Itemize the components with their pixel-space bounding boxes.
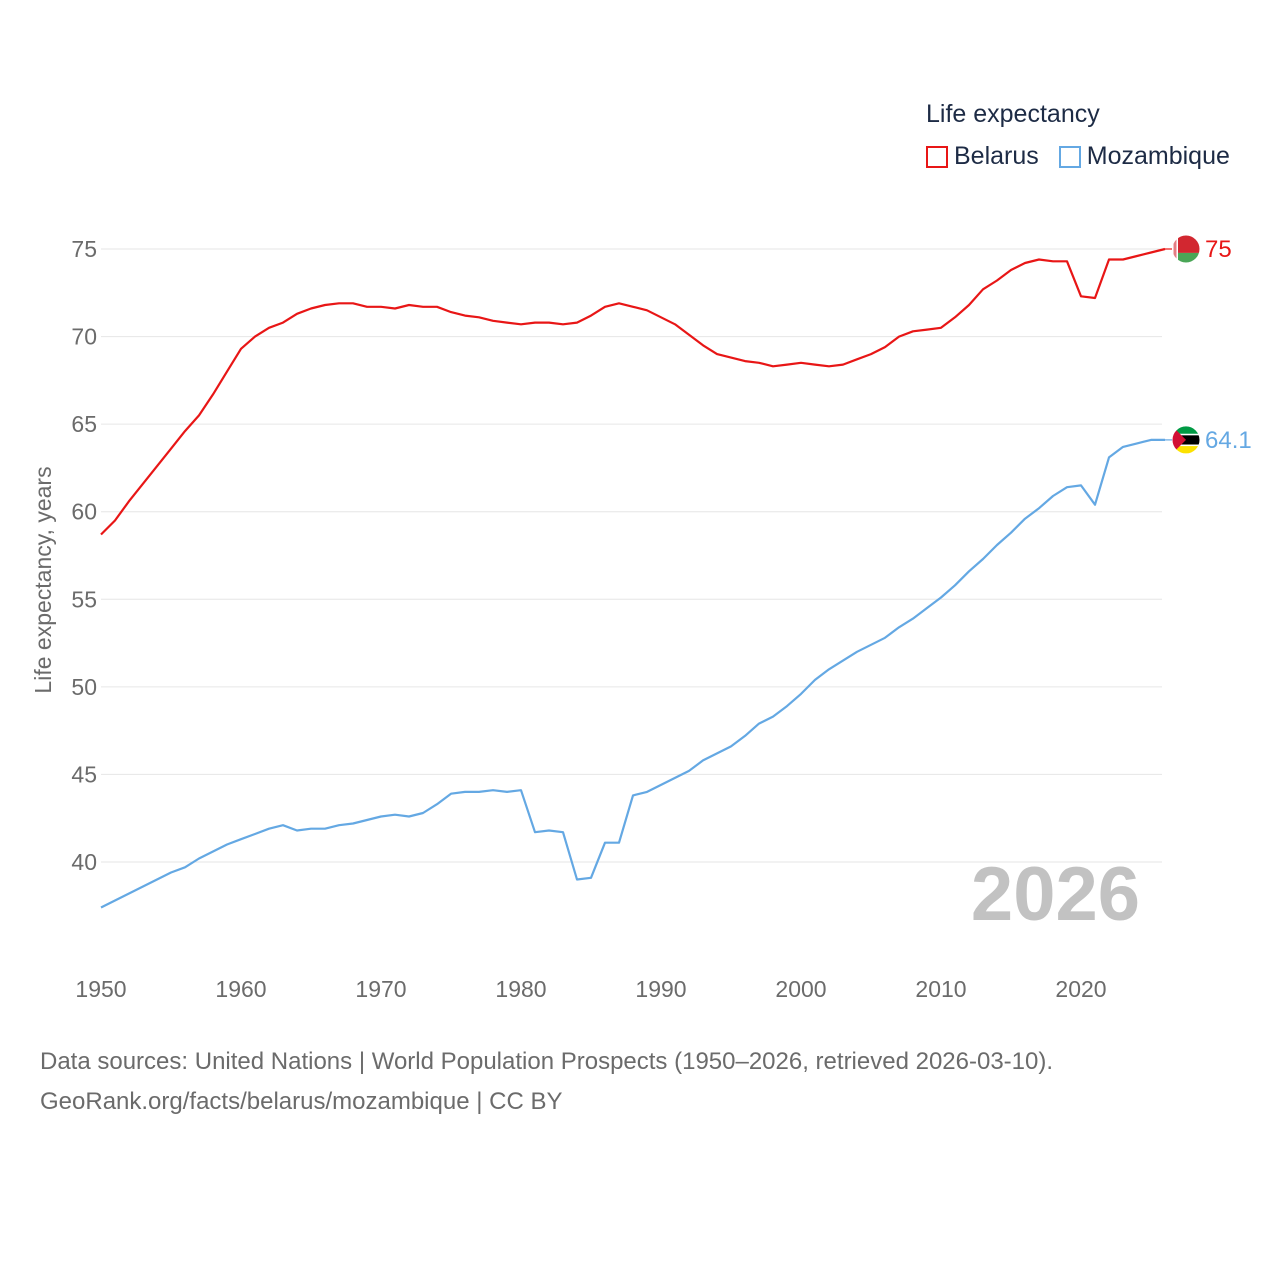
legend-label-mozambique: Mozambique (1086, 142, 1230, 170)
legend-swatch-belarus (926, 145, 948, 168)
legend: Belarus Mozambique (926, 142, 1250, 171)
end-value-label-mozambique: 64.1 (1205, 427, 1252, 454)
series-line-mozambique[interactable] (100, 438, 1165, 909)
y-tick-label-45: 45 (71, 761, 97, 787)
legend-item-mozambique[interactable]: Mozambique (1058, 142, 1230, 171)
source-line-1: Data sources: United Nations | World Pop… (40, 1048, 1054, 1075)
x-tick-label-1960: 1960 (215, 976, 266, 1002)
x-tick-label-1950: 1950 (75, 976, 126, 1002)
y-axis-label: Life expectancy, years (30, 466, 56, 693)
y-tick-label-60: 60 (71, 499, 97, 525)
y-tick-label-75: 75 (71, 236, 97, 262)
x-tick-label-2020: 2020 (1055, 976, 1106, 1002)
y-tick-label-40: 40 (71, 849, 97, 875)
grid-lines (101, 248, 1162, 863)
y-tick-label-50: 50 (71, 674, 97, 700)
x-tick-label-2000: 2000 (775, 976, 826, 1002)
year-watermark: 2026 (971, 852, 1140, 937)
y-tick-label-55: 55 (71, 586, 97, 612)
source-line-2[interactable]: GeoRank.org/facts/belarus/mozambique | C… (40, 1088, 563, 1115)
legend-swatch-mozambique (1058, 145, 1081, 168)
series-line-belarus[interactable] (100, 247, 1166, 536)
y-tick-label-70: 70 (71, 324, 97, 350)
y-axis-ticks: 40 45 50 55 60 65 70 75 (71, 236, 97, 875)
legend-item-belarus[interactable]: Belarus (926, 142, 1039, 171)
data-source-note: Data sources: United Nations | World Pop… (40, 1042, 1053, 1122)
x-tick-label-1970: 1970 (355, 976, 406, 1002)
mozambique-flag-icon (1172, 425, 1200, 454)
x-tick-label-1990: 1990 (635, 976, 686, 1002)
series-lines (100, 247, 1166, 909)
legend-title: Life expectancy (926, 100, 1100, 128)
x-tick-label-2010: 2010 (915, 976, 966, 1002)
belarus-flag-icon (1172, 235, 1200, 263)
legend-label-belarus: Belarus (954, 142, 1039, 170)
series-end-markers: 75 64.1 (1165, 234, 1252, 455)
end-value-label-belarus: 75 (1205, 236, 1232, 263)
x-axis-ticks: 1950 1960 1970 1980 1990 2000 2010 2020 (75, 976, 1106, 1002)
y-tick-label-65: 65 (71, 411, 97, 437)
x-tick-label-1980: 1980 (495, 976, 546, 1002)
